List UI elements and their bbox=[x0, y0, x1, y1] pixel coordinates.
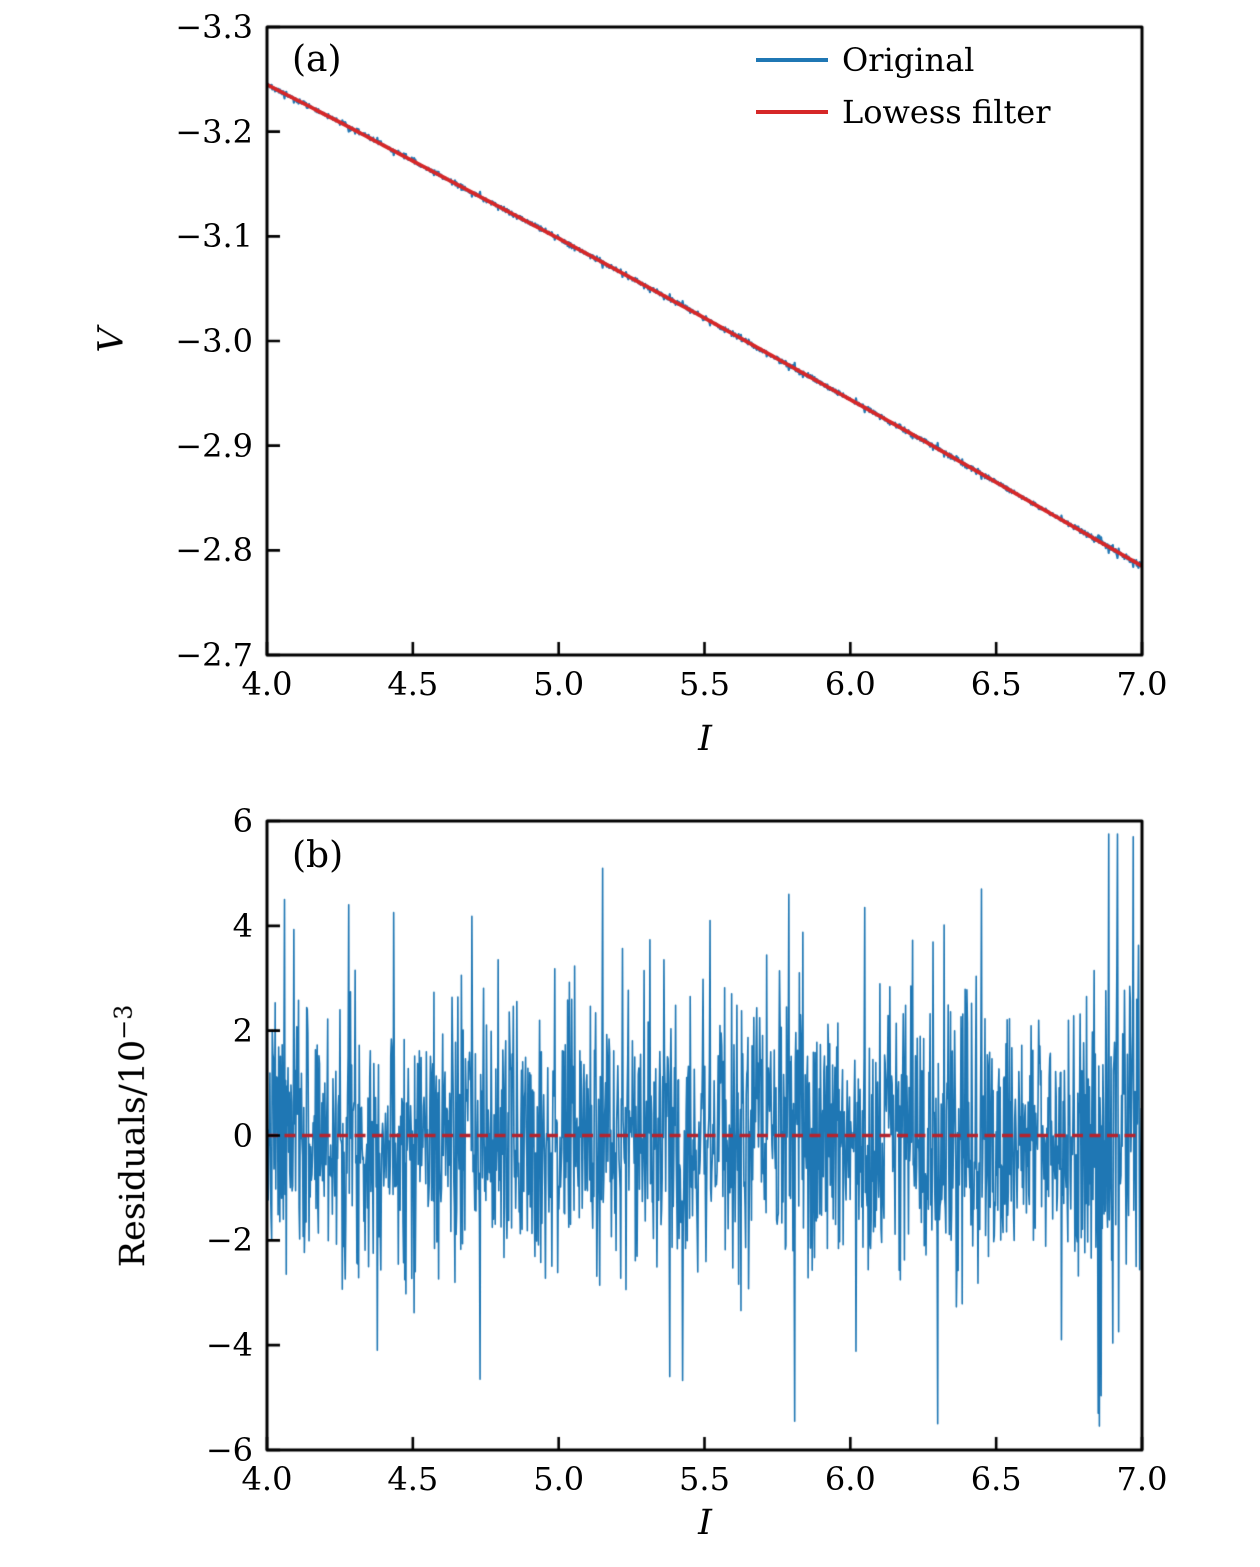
panel-b-x-axis-label: I bbox=[698, 1503, 712, 1543]
panel-b-y-tick-label-4: 4 bbox=[232, 906, 253, 945]
legend-entry-lowess: Lowess filter bbox=[756, 90, 1051, 134]
panel-b-y-tick-label-−6: −6 bbox=[205, 1431, 253, 1469]
panel-a-x-tick-label-4.5: 4.5 bbox=[387, 665, 439, 703]
legend: Original Lowess filter bbox=[756, 38, 1051, 134]
panel-b-y-tick-label-2: 2 bbox=[232, 1011, 253, 1050]
panel-a-y-tick-label-−2.9: −2.9 bbox=[175, 426, 253, 465]
legend-label-lowess: Lowess filter bbox=[842, 93, 1051, 131]
panel-a-x-tick-label-5.5: 5.5 bbox=[679, 665, 730, 703]
legend-label-original: Original bbox=[842, 41, 975, 79]
panel-b-x-tick-label-6.0: 6.0 bbox=[824, 1460, 876, 1498]
panel-a-x-tick-label-4.0: 4.0 bbox=[241, 665, 293, 703]
panel-b-x-tick-label-5.0: 5.0 bbox=[533, 1460, 585, 1498]
legend-entry-original: Original bbox=[756, 38, 1051, 82]
panel-a-y-tick-label-−3.0: −3.0 bbox=[175, 322, 253, 360]
panel-a-label: (a) bbox=[292, 39, 342, 80]
panel-a-y-tick-label-−2.8: −2.8 bbox=[175, 531, 253, 570]
panel-a-y-tick-label-−3.1: −3.1 bbox=[175, 217, 253, 256]
panel-b-y-tick-label-−2: −2 bbox=[205, 1221, 253, 1260]
panel-b-y-tick-label-0: 0 bbox=[232, 1116, 253, 1155]
panel-a-y-tick-label-−3.3: −3.3 bbox=[175, 8, 253, 46]
panel-a-x-tick-label-7.0: 7.0 bbox=[1116, 665, 1168, 703]
panel-b-x-tick-label-6.5: 6.5 bbox=[970, 1460, 1022, 1498]
original-line-swatch bbox=[756, 58, 828, 62]
panel-a-y-tick-label-−2.7: −2.7 bbox=[175, 636, 253, 674]
panel-b-label: (b) bbox=[292, 835, 344, 876]
panel-b-x-tick-label-7.0: 7.0 bbox=[1116, 1460, 1168, 1498]
lowess-line-swatch bbox=[756, 110, 828, 114]
panel-b-x-tick-label-5.5: 5.5 bbox=[679, 1460, 730, 1498]
panel-b-y-tick-label-−4: −4 bbox=[205, 1326, 253, 1365]
panel-b-x-tick-label-4.0: 4.0 bbox=[241, 1460, 293, 1498]
panel-a-x-tick-label-5.0: 5.0 bbox=[533, 665, 585, 703]
panel-b-y-tick-label-6: 6 bbox=[232, 802, 253, 840]
panel-a-y-tick-label-−3.2: −3.2 bbox=[175, 112, 253, 151]
panel-b-x-tick-label-4.5: 4.5 bbox=[387, 1460, 439, 1498]
panel-a-x-axis-label: I bbox=[698, 719, 712, 759]
panel-a-x-tick-label-6.5: 6.5 bbox=[970, 665, 1022, 703]
panel-a-x-tick-label-6.0: 6.0 bbox=[824, 665, 876, 703]
